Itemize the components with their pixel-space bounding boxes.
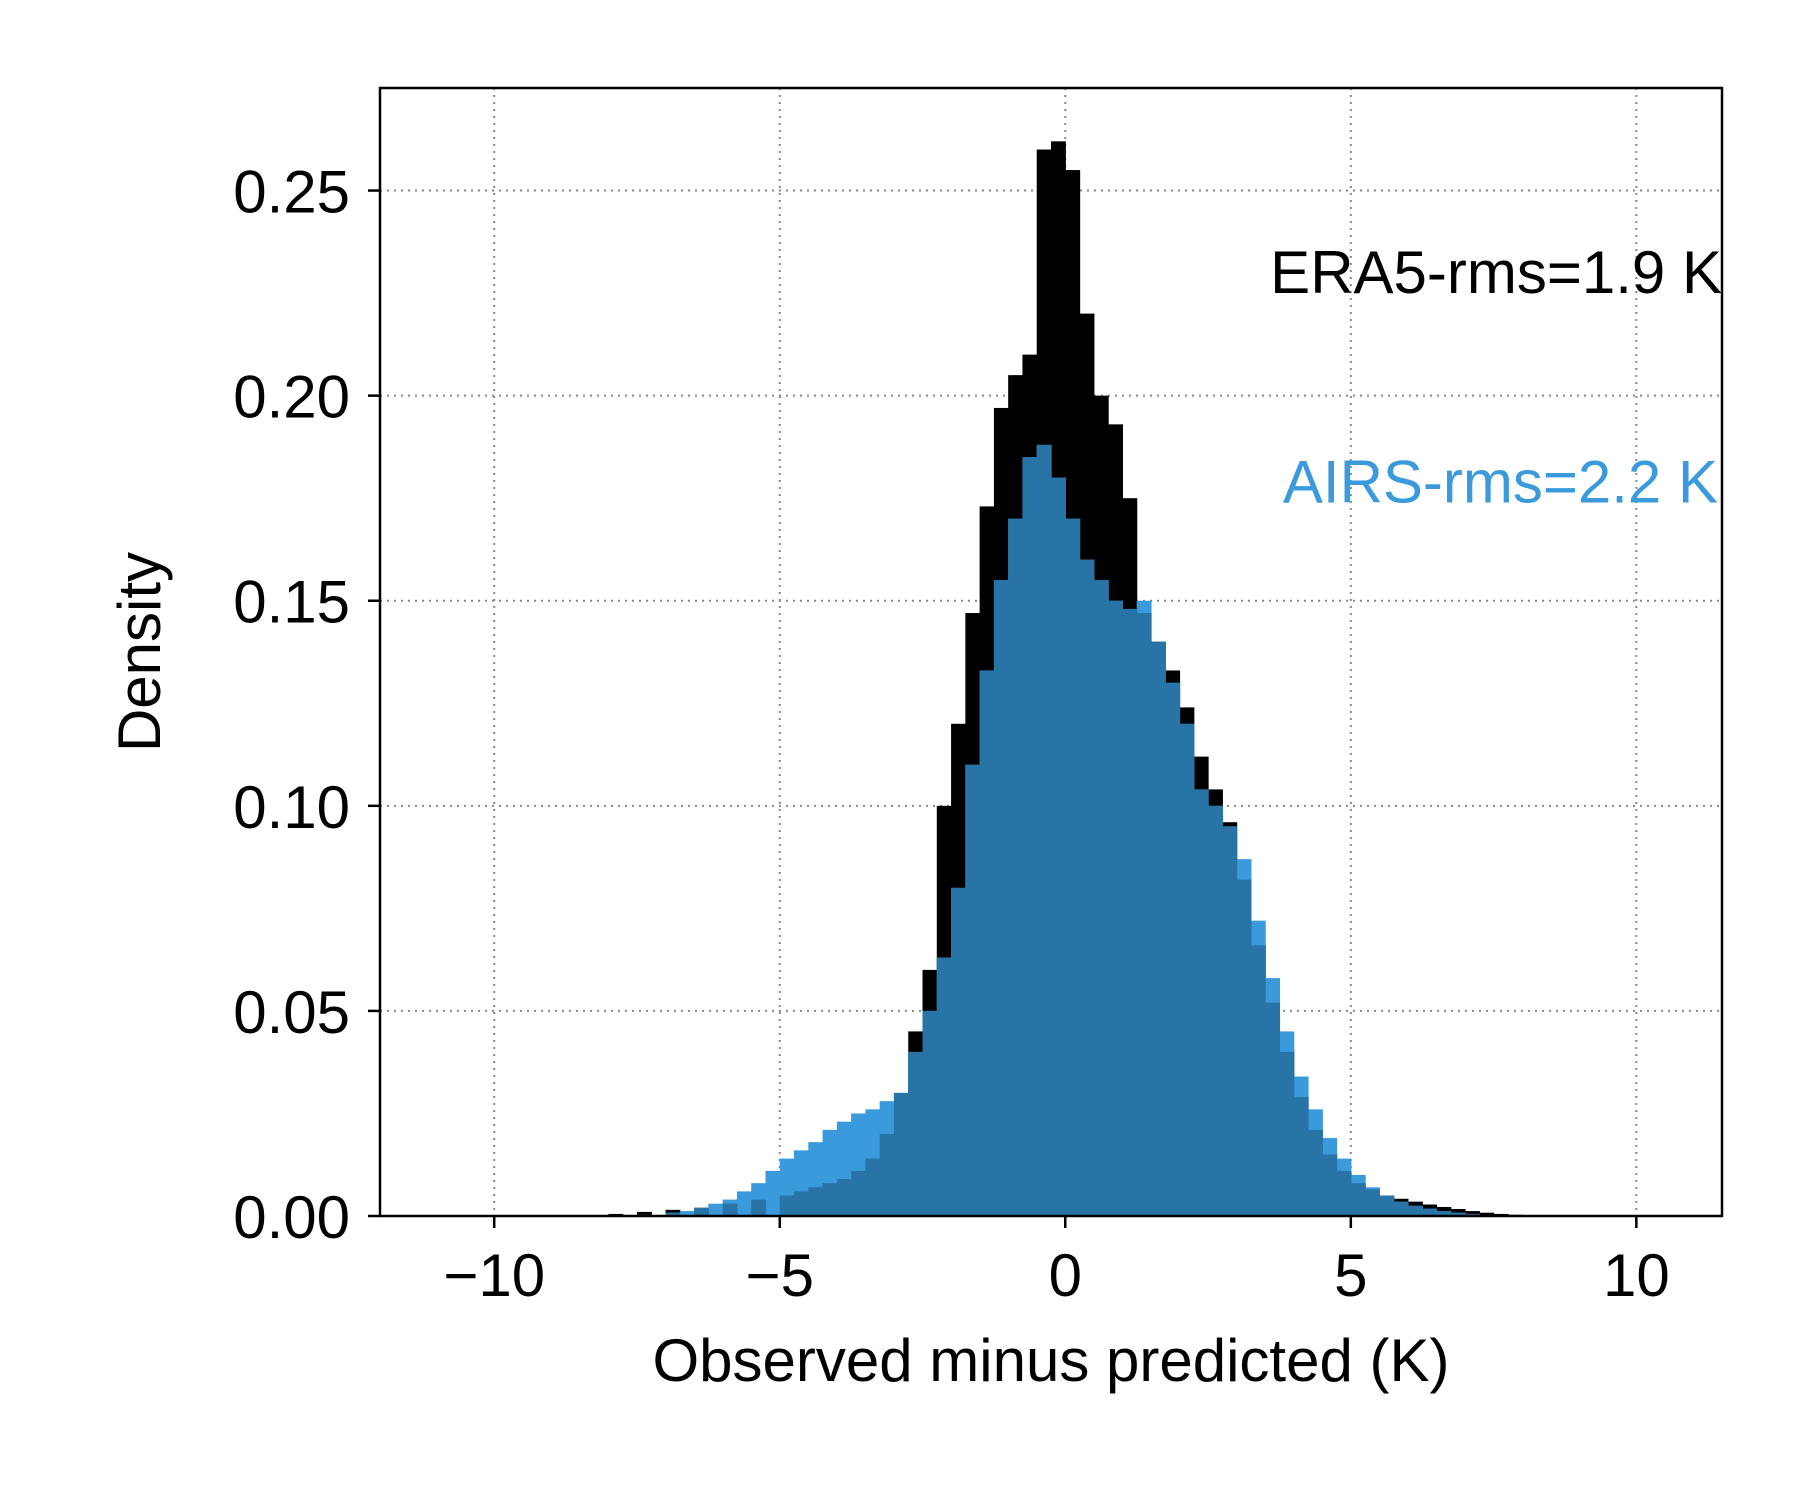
- x-tick-label: 10: [1603, 1242, 1670, 1309]
- overlap-bar: [722, 1203, 738, 1216]
- era5-bar: [1450, 1209, 1466, 1216]
- overlap-bar: [1008, 518, 1024, 1216]
- overlap-bar: [865, 1158, 881, 1216]
- overlap-bar: [1022, 457, 1038, 1216]
- x-tick-label: −5: [746, 1242, 814, 1309]
- overlap-bar: [822, 1183, 838, 1216]
- overlap-bar: [893, 1092, 909, 1216]
- airs-bar: [736, 1191, 752, 1216]
- era5-rms-annotation: ERA5-rms=1.9 K: [1270, 239, 1722, 306]
- overlap-bar: [665, 1212, 681, 1216]
- overlap-bar: [751, 1199, 767, 1216]
- y-tick-labels: 0.00 0.05 0.10 0.15 0.20 0.25: [233, 159, 350, 1251]
- overlap-bar: [908, 1051, 924, 1216]
- overlap-bar: [1093, 580, 1109, 1216]
- histogram-bars: [608, 141, 1523, 1217]
- era5-bar: [636, 1211, 652, 1216]
- overlap-bar: [1279, 1051, 1295, 1216]
- overlap-bar: [694, 1207, 709, 1216]
- overlap-bar: [836, 1179, 852, 1216]
- overlap-bar: [965, 764, 981, 1216]
- overlap-bar: [1322, 1154, 1338, 1216]
- overlap-bar: [1250, 945, 1266, 1216]
- y-tick-label: 0.00: [233, 1184, 350, 1251]
- overlap-bar: [1436, 1211, 1452, 1216]
- airs-bar: [765, 1170, 781, 1216]
- overlap-bar: [851, 1170, 867, 1216]
- overlap-bar: [979, 670, 995, 1216]
- overlap-bar: [1208, 805, 1223, 1216]
- overlap-bar: [1036, 444, 1052, 1217]
- x-tick-label: −10: [443, 1242, 545, 1309]
- airs-bar: [679, 1211, 695, 1216]
- overlap-bar: [1407, 1205, 1423, 1216]
- overlap-bar: [1079, 559, 1095, 1216]
- overlap-bar: [1051, 477, 1066, 1216]
- overlap-bar: [1222, 826, 1238, 1216]
- overlap-bar: [794, 1191, 809, 1216]
- overlap-bar: [1065, 518, 1081, 1216]
- overlap-bar: [1150, 641, 1166, 1216]
- overlap-bar: [1193, 789, 1209, 1216]
- overlap-bar: [951, 887, 966, 1216]
- overlap-bar: [1265, 1002, 1281, 1216]
- overlap-bar: [1307, 1129, 1323, 1216]
- y-axis-label: Density: [106, 552, 173, 752]
- overlap-bar: [1179, 723, 1195, 1216]
- x-tick-label: 5: [1334, 1242, 1367, 1309]
- overlap-bar: [808, 1187, 824, 1216]
- overlap-bar: [1336, 1170, 1352, 1216]
- overlap-bar: [1450, 1212, 1466, 1216]
- overlap-bar: [879, 1133, 895, 1216]
- overlap-bar: [779, 1195, 795, 1216]
- x-tick-labels: −10 −5 0 5 10: [443, 1242, 1669, 1309]
- overlap-bar: [1122, 608, 1138, 1216]
- overlap-bar: [1293, 1097, 1309, 1216]
- y-tick-label: 0.10: [233, 774, 350, 841]
- axis-ticks: [368, 189, 1638, 1228]
- x-axis-label: Observed minus predicted (K): [653, 1327, 1450, 1394]
- overlap-bar: [1422, 1208, 1438, 1216]
- airs-bar: [708, 1203, 724, 1216]
- overlap-bar: [993, 580, 1009, 1216]
- y-tick-label: 0.15: [233, 569, 350, 636]
- x-tick-label: 0: [1049, 1242, 1082, 1309]
- overlap-bar: [1165, 682, 1181, 1216]
- overlap-bar: [922, 1010, 938, 1216]
- era5-bar: [1479, 1212, 1495, 1216]
- era5-bar: [1465, 1211, 1480, 1216]
- plot-frame: [378, 86, 1724, 1218]
- overlap-bar: [1236, 879, 1252, 1216]
- overlap-bar: [1393, 1201, 1409, 1216]
- overlap-bar: [1379, 1195, 1395, 1216]
- overlap-bar: [1136, 613, 1152, 1216]
- y-tick-label: 0.20: [233, 364, 350, 431]
- overlap-bar: [936, 957, 952, 1216]
- overlap-bar: [1365, 1189, 1380, 1216]
- y-tick-label: 0.05: [233, 979, 350, 1046]
- overlap-bar: [1350, 1183, 1366, 1216]
- y-tick-label: 0.25: [233, 159, 350, 226]
- overlap-bar: [1108, 600, 1123, 1216]
- airs-rms-annotation: AIRS-rms=2.2 K: [1283, 448, 1718, 515]
